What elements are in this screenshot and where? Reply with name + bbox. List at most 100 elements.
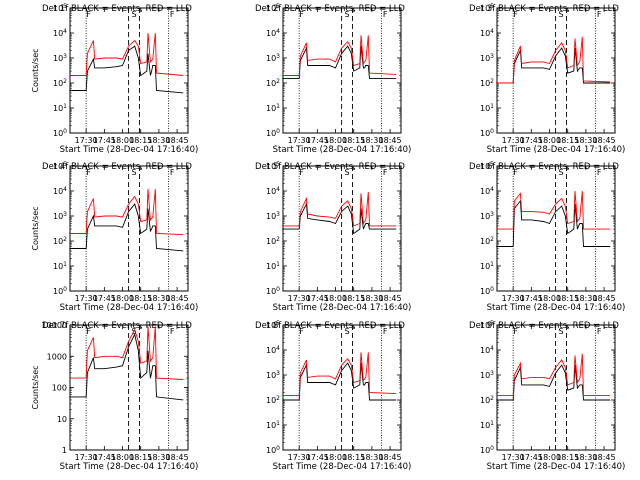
y-tick-label: 100 [480, 286, 494, 296]
y-tick-label: 104 [480, 28, 494, 38]
x-tick-label: 17:30 [75, 294, 98, 303]
x-tick-label: 18:30 [147, 294, 170, 303]
x-tick-label: 18:30 [360, 294, 383, 303]
y-tick-label: 102 [480, 395, 494, 405]
panel-title: Det 9f BLACK = Events, RED = LLD [469, 321, 619, 331]
segment-label: F [513, 168, 518, 177]
y-tick-label: 100 [266, 128, 280, 138]
x-axis-label: Start Time (28-Dec-04 17:16:40) [60, 462, 199, 472]
x-tick-label: 18:45 [166, 136, 189, 145]
y-tick-label: 101 [53, 261, 67, 271]
segment-label: S [132, 168, 137, 177]
y-tick-label: 105 [266, 320, 280, 330]
x-tick-label: 18:45 [379, 453, 402, 462]
segment-label: F [299, 327, 304, 336]
y-tick-label: 103 [266, 370, 280, 380]
y-tick-label: 103 [480, 53, 494, 63]
x-tick-label: 17:45 [306, 136, 329, 145]
x-tick-label: 18:30 [147, 453, 170, 462]
x-tick-label: 18:30 [147, 136, 170, 145]
events-series-line [282, 202, 397, 235]
x-tick-label: 17:30 [288, 136, 311, 145]
x-tick-label: 17:45 [93, 294, 116, 303]
x-axis-label: Start Time (28-Dec-04 17:16:40) [273, 462, 412, 472]
x-tick-label: 18:00 [111, 136, 134, 145]
y-axis-label: Counts/sec [31, 48, 40, 92]
segment-label: F [383, 10, 388, 19]
x-tick-label: 18:45 [166, 294, 189, 303]
y-tick-label: 10 [57, 415, 67, 424]
y-tick-label: 105 [53, 161, 67, 171]
y-tick-label: 104 [266, 186, 280, 196]
x-tick-label: 17:30 [288, 453, 311, 462]
panel-title: Det 8f BLACK = Events, RED = LLD [255, 321, 405, 331]
x-tick-label: 18:00 [111, 294, 134, 303]
x-axis-label: Start Time (28-Dec-04 17:16:40) [487, 303, 626, 313]
y-tick-label: 101 [480, 420, 494, 430]
events-series-line [69, 45, 184, 94]
panel-title: Det 2f BLACK = Events, RED = LLD [255, 4, 405, 14]
y-tick-label: 100 [266, 445, 280, 455]
x-tick-label: 18:00 [324, 136, 347, 145]
x-tick-label: 18:00 [324, 294, 347, 303]
y-axis-label: Counts/sec [31, 365, 40, 409]
x-tick-label: 18:00 [538, 453, 561, 462]
segment-label: S [559, 168, 564, 177]
lld-series-line [496, 36, 611, 84]
x-tick-label: 17:45 [93, 453, 116, 462]
segment-label: S [132, 10, 137, 19]
x-tick-label: 18:15 [556, 294, 579, 303]
panel-title: Det 1f BLACK = Events, RED = LLD [42, 4, 192, 14]
x-tick-label: 17:45 [93, 136, 116, 145]
panel-title: Det 6f BLACK = Events, RED = LLD [469, 162, 619, 172]
lld-series-line [282, 192, 397, 227]
x-tick-label: 18:15 [129, 453, 152, 462]
y-tick-label: 102 [266, 236, 280, 246]
y-tick-label: 104 [53, 28, 67, 38]
x-tick-label: 18:30 [574, 453, 597, 462]
x-tick-label: 18:15 [556, 453, 579, 462]
x-axis-label: Start Time (28-Dec-04 17:16:40) [60, 303, 199, 313]
y-tick-label: 105 [480, 3, 494, 13]
segment-label: S [559, 327, 564, 336]
x-tick-label: 18:15 [556, 136, 579, 145]
x-tick-label: 18:15 [129, 294, 152, 303]
x-tick-label: 18:45 [379, 136, 402, 145]
segment-label: F [513, 10, 518, 19]
y-tick-label: 1000 [47, 352, 67, 361]
x-tick-label: 18:15 [342, 453, 365, 462]
y-axis-label: Counts/sec [31, 206, 40, 250]
y-tick-label: 102 [266, 78, 280, 88]
y-tick-label: 100 [53, 286, 67, 296]
lld-series-line [69, 188, 184, 236]
y-tick-label: 105 [53, 3, 67, 13]
y-tick-label: 1 [62, 446, 67, 455]
x-tick-label: 17:45 [520, 453, 543, 462]
panel-title: Det 4f BLACK = Events, RED = LLD [42, 162, 192, 172]
y-tick-label: 100 [480, 128, 494, 138]
x-tick-label: 18:30 [360, 136, 383, 145]
y-tick-label: 104 [480, 186, 494, 196]
y-tick-label: 101 [480, 261, 494, 271]
y-tick-label: 105 [266, 3, 280, 13]
x-tick-label: 18:30 [360, 453, 383, 462]
segment-label: F [597, 327, 602, 336]
x-axis-label: Start Time (28-Dec-04 17:16:40) [487, 145, 626, 155]
x-tick-label: 18:45 [593, 294, 616, 303]
panel-title: Det 3f BLACK = Events, RED = LLD [469, 4, 619, 14]
y-tick-label: 105 [480, 320, 494, 330]
x-tick-label: 17:30 [288, 294, 311, 303]
lld-series-line [282, 35, 397, 76]
y-tick-label: 100 [52, 384, 67, 393]
x-tick-label: 18:30 [574, 294, 597, 303]
x-tick-label: 18:00 [538, 294, 561, 303]
y-tick-label: 102 [53, 78, 67, 88]
segment-label: F [597, 168, 602, 177]
x-tick-label: 18:00 [324, 453, 347, 462]
x-tick-label: 18:00 [538, 136, 561, 145]
